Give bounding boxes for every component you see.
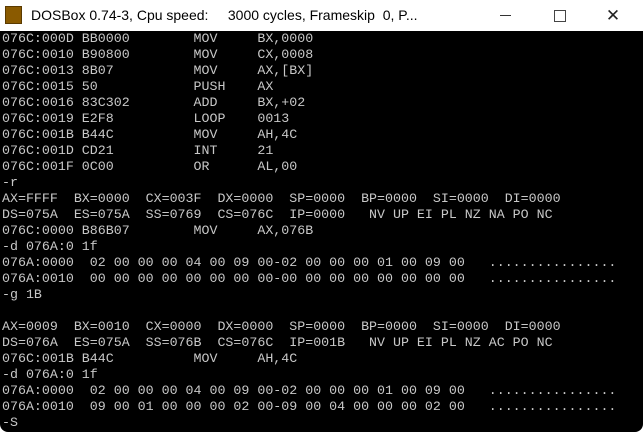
console-line: 076A:0010 00 00 00 00 00 00 00 00-00 00 … (2, 271, 617, 286)
console-line: DS=075A ES=075A SS=0769 CS=076C IP=0000 … (2, 207, 553, 222)
dosbox-icon[interactable] (5, 6, 22, 24)
console-line: 076C:001B B44C MOV AH,4C (2, 127, 298, 142)
console-line: 076C:001D CD21 INT 21 (2, 143, 274, 158)
console-line: 076C:0016 83C302 ADD BX,+02 (2, 95, 306, 110)
console-line: 076A:0000 02 00 00 00 04 00 09 00-02 00 … (2, 383, 617, 398)
console-line: -g 1B (2, 287, 42, 302)
console-line: -r (2, 175, 18, 190)
console-line: 076C:0013 8B07 MOV AX,[BX] (2, 63, 314, 78)
title-bar[interactable]: DOSBox 0.74-3, Cpu speed: 3000 cycles, F… (0, 0, 643, 32)
console-line: 076C:0019 E2F8 LOOP 0013 (2, 111, 290, 126)
console-line: -d 076A:0 1f (2, 367, 98, 382)
minimize-icon (499, 15, 511, 16)
console-line: -S (2, 415, 18, 430)
console-line: 076C:0010 B90800 MOV CX,0008 (2, 47, 314, 62)
window-title: DOSBox 0.74-3, Cpu speed: 3000 cycles, F… (31, 7, 418, 23)
console-line: AX=FFFF BX=0000 CX=003F DX=0000 SP=0000 … (2, 191, 561, 206)
console-line: DS=076A ES=075A SS=076B CS=076C IP=001B … (2, 335, 553, 350)
console-line: 076C:001B B44C MOV AH,4C (2, 351, 298, 366)
console-line: 076A:0010 09 00 01 00 00 00 02 00-09 00 … (2, 399, 617, 414)
console-line: -d 076A:0 1f (2, 239, 98, 254)
console-line: 076C:000D BB0000 MOV BX,0000 (2, 31, 314, 46)
maximize-icon (554, 9, 566, 22)
dos-console[interactable]: 076C:000D BB0000 MOV BX,0000 076C:0010 B9… (0, 31, 643, 432)
maximize-button[interactable] (537, 0, 583, 31)
minimize-button[interactable] (482, 0, 528, 31)
close-icon: ✕ (605, 6, 621, 25)
console-line: 076A:0000 02 00 00 00 04 00 09 00-02 00 … (2, 255, 617, 270)
console-line: AX=0009 BX=0010 CX=0000 DX=0000 SP=0000 … (2, 319, 561, 334)
console-line: 076C:001F 0C00 OR AL,00 (2, 159, 298, 174)
console-line: 076C:0000 B86B07 MOV AX,076B (2, 223, 314, 238)
close-button[interactable]: ✕ (590, 0, 636, 31)
console-line: 076C:0015 50 PUSH AX (2, 79, 274, 94)
